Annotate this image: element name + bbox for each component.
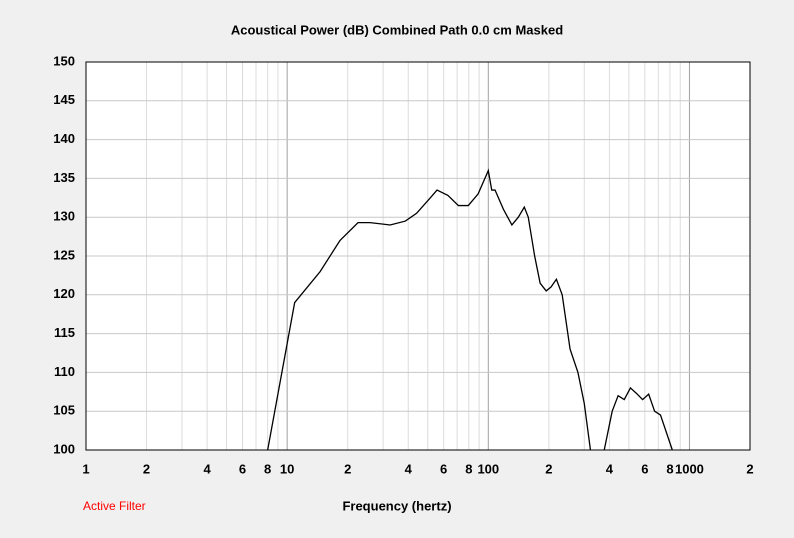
y-tick-label: 135 <box>53 170 75 185</box>
x-tick-label: 4 <box>203 461 211 476</box>
y-tick-label: 125 <box>53 247 75 262</box>
x-axis-label: Frequency (hertz) <box>342 498 451 513</box>
x-tick-label: 1 <box>82 461 89 476</box>
x-tick-label: 2 <box>545 461 552 476</box>
x-tick-label: 4 <box>606 461 614 476</box>
x-tick-label: 6 <box>239 461 246 476</box>
x-tick-label: 4 <box>405 461 413 476</box>
x-tick-label: 2 <box>344 461 351 476</box>
x-tick-label: 2 <box>746 461 753 476</box>
x-tick-label: 8 <box>666 461 673 476</box>
y-tick-label: 105 <box>53 403 75 418</box>
y-tick-label: 140 <box>53 131 75 146</box>
y-tick-label: 130 <box>53 209 75 224</box>
x-tick-label: 8 <box>264 461 271 476</box>
chart-title: Acoustical Power (dB) Combined Path 0.0 … <box>231 22 563 37</box>
y-tick-label: 150 <box>53 53 75 68</box>
y-tick-label: 120 <box>53 286 75 301</box>
annotation: Active Filter <box>83 499 146 513</box>
y-tick-label: 110 <box>54 364 75 379</box>
y-tick-label: 115 <box>54 325 75 340</box>
x-tick-label: 1000 <box>675 461 704 476</box>
x-tick-label: 6 <box>641 461 648 476</box>
x-tick-label: 6 <box>440 461 447 476</box>
x-tick-label: 2 <box>143 461 150 476</box>
x-tick-label: 100 <box>477 461 499 476</box>
y-tick-label: 100 <box>53 441 75 456</box>
x-tick-label: 10 <box>280 461 294 476</box>
x-tick-label: 8 <box>465 461 472 476</box>
y-tick-label: 145 <box>53 92 75 107</box>
plot-border <box>85 61 751 451</box>
data-line <box>267 168 673 451</box>
